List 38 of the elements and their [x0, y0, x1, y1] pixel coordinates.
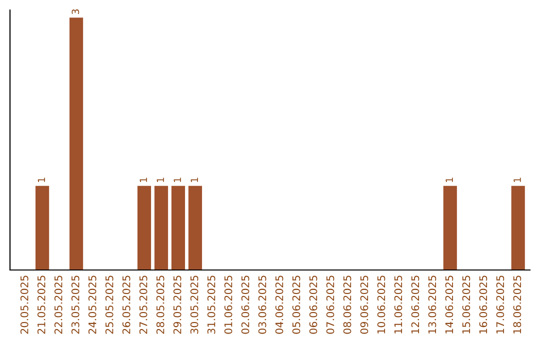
x-tick-label: 11.06.2025	[394, 276, 402, 334]
data-label: 1	[174, 178, 181, 182]
x-tick-label: 28.05.2025	[156, 276, 164, 334]
x-tick-label: 04.06.2025	[275, 276, 284, 334]
data-label: 1	[446, 178, 453, 182]
x-tick-label: 15.06.2025	[462, 276, 470, 334]
x-tick-label: 06.06.2025	[309, 276, 318, 334]
data-label: 3	[72, 9, 80, 14]
x-tick-label: 16.06.2025	[479, 276, 488, 334]
x-tick-label: 12.06.2025	[411, 276, 420, 334]
data-label: 1	[38, 178, 45, 182]
x-tick-label: 14.06.2025	[445, 276, 454, 334]
x-tick-label: 13.06.2025	[428, 276, 436, 334]
x-tick-label: 05.06.2025	[292, 276, 300, 334]
x-tick-label: 23.05.2025	[71, 276, 80, 334]
x-tick-label: 08.06.2025	[343, 276, 352, 334]
x-tick-label: 27.05.2025	[139, 276, 148, 334]
data-label: 1	[156, 178, 164, 182]
x-tick-label: 30.05.2025	[190, 276, 198, 334]
x-tick-label: 10.06.2025	[377, 276, 386, 334]
x-tick-label: 22.05.2025	[54, 276, 62, 334]
x-tick-label: 03.06.2025	[258, 276, 266, 334]
x-tick-label: 01.06.2025	[224, 276, 232, 334]
data-label: 1	[140, 178, 147, 182]
data-label: 1	[190, 178, 198, 182]
x-tick-label: 29.05.2025	[173, 276, 182, 334]
x-tick-label: 31.05.2025	[207, 276, 216, 334]
x-tick-label: 20.05.2025	[20, 276, 28, 334]
x-tick-label: 07.06.2025	[326, 276, 334, 334]
x-tick-label: 25.05.2025	[105, 276, 114, 334]
x-tick-label: 09.06.2025	[360, 276, 368, 334]
x-tick-label: 26.05.2025	[122, 276, 130, 334]
x-tick-label: 17.06.2025	[496, 276, 504, 334]
x-tick-label: 02.06.2025	[241, 276, 250, 334]
x-tick-label: 21.05.2025	[37, 276, 46, 334]
x-tick-label: 24.05.2025	[88, 276, 96, 334]
x-tick-label: 18.06.2025	[513, 276, 522, 334]
data-label: 1	[514, 178, 521, 182]
